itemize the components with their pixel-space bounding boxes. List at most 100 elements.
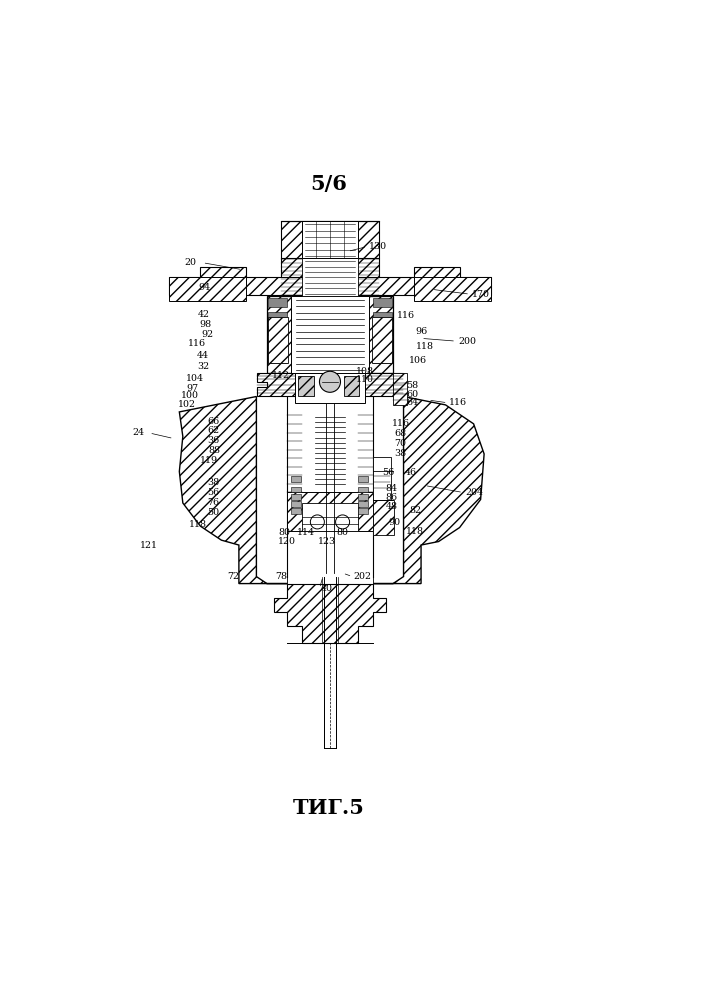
Bar [302,222,358,258]
Bar [372,318,391,363]
Bar [291,507,301,513]
Text: 56: 56 [383,469,395,478]
Bar [291,477,301,482]
Text: 82: 82 [409,506,421,515]
Text: 116: 116 [188,340,206,349]
Text: 76: 76 [207,498,219,506]
Text: 70: 70 [394,439,406,448]
Text: 86: 86 [385,493,398,501]
Bar [267,297,393,374]
Bar [374,312,391,321]
Text: 90: 90 [388,518,401,527]
Text: 118: 118 [406,526,425,535]
Bar [286,396,374,583]
Text: 112: 112 [272,371,290,380]
Bar [374,298,391,307]
Bar [374,340,391,349]
Text: 42: 42 [198,310,209,319]
Bar [298,377,314,396]
Text: 80: 80 [336,527,348,536]
Bar [291,494,301,500]
Circle shape [320,372,340,393]
Text: 64: 64 [406,399,418,408]
Text: 40: 40 [321,584,333,593]
Bar [358,494,368,500]
Bar [169,278,246,301]
Text: 66: 66 [208,417,220,426]
Text: 58: 58 [406,382,418,391]
Bar [268,298,286,307]
Text: 78: 78 [275,572,287,581]
Text: ΤИГ.5: ΤИГ.5 [293,798,364,818]
Bar [374,354,391,363]
Text: 80: 80 [279,527,291,536]
Text: 48: 48 [385,502,397,511]
Text: 62: 62 [208,427,220,436]
Polygon shape [179,397,484,583]
Text: 204: 204 [465,488,484,497]
Bar [268,340,286,349]
Text: 123: 123 [318,537,336,546]
Bar [374,458,391,500]
Bar [268,318,288,363]
Bar [358,477,368,482]
Bar [302,503,358,531]
Polygon shape [169,267,491,295]
Bar [344,377,359,396]
Bar [358,500,368,506]
Text: 32: 32 [197,362,209,371]
Text: 104: 104 [186,375,204,384]
Text: 92: 92 [201,330,213,339]
Bar [291,487,301,493]
Text: 130: 130 [369,242,386,251]
Text: 36: 36 [208,437,220,446]
Circle shape [335,514,350,528]
Bar [268,326,286,335]
Text: 68: 68 [394,430,406,439]
Text: 38: 38 [394,449,406,458]
Text: 20: 20 [185,258,197,267]
Bar [374,326,391,335]
Bar [291,297,369,374]
Text: 84: 84 [385,484,397,493]
Text: 170: 170 [472,290,490,299]
Text: 200: 200 [458,337,476,346]
Text: 116: 116 [396,312,415,321]
Text: 50: 50 [207,507,219,516]
Bar [268,312,286,321]
Text: 102: 102 [178,400,196,409]
Text: 5/6: 5/6 [310,174,347,194]
Bar [302,258,358,297]
Text: 38: 38 [207,479,219,488]
Text: 108: 108 [356,368,374,377]
Bar [358,507,368,513]
Text: 88: 88 [208,446,220,455]
Polygon shape [274,583,386,643]
Text: 118: 118 [189,520,206,529]
Text: 46: 46 [405,469,417,478]
Text: 94: 94 [199,284,211,293]
Bar [286,493,374,531]
Text: 24: 24 [133,429,145,438]
Text: 97: 97 [187,384,199,393]
Text: 118: 118 [415,343,433,352]
Text: 106: 106 [409,357,428,366]
Polygon shape [257,374,403,396]
Text: 116: 116 [392,420,411,429]
Text: 110: 110 [356,376,374,385]
Circle shape [311,514,325,528]
Text: 72: 72 [227,572,239,581]
Bar [393,374,407,405]
Text: 96: 96 [415,327,428,336]
Text: 202: 202 [353,572,371,581]
Bar [295,374,365,403]
Text: 114: 114 [297,527,315,536]
Text: 119: 119 [200,456,218,465]
Text: 56: 56 [207,488,219,497]
Text: 121: 121 [140,540,158,549]
Text: 44: 44 [197,351,208,360]
Bar [414,278,491,301]
Text: 98: 98 [199,320,211,329]
Text: 116: 116 [449,399,467,408]
Bar [268,354,286,363]
